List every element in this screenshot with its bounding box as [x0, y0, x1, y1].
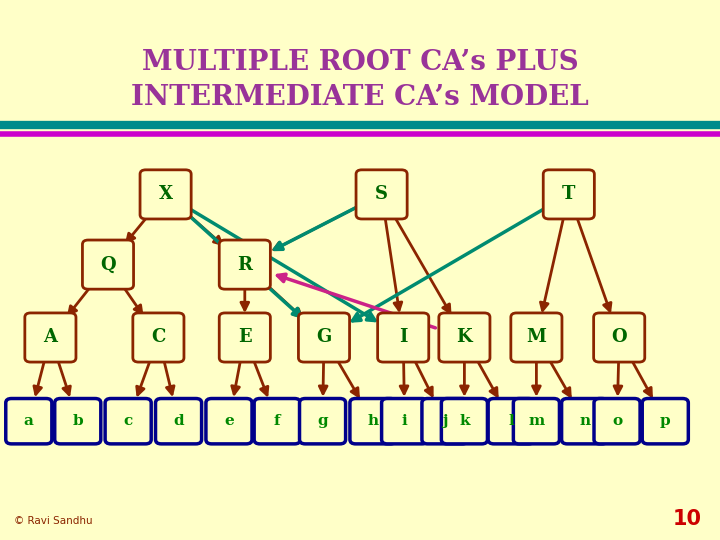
Text: 10: 10: [673, 509, 702, 529]
Text: E: E: [238, 328, 251, 347]
FancyBboxPatch shape: [220, 313, 271, 362]
Text: O: O: [611, 328, 627, 347]
FancyBboxPatch shape: [25, 313, 76, 362]
FancyBboxPatch shape: [378, 313, 429, 362]
FancyBboxPatch shape: [6, 399, 52, 444]
FancyBboxPatch shape: [55, 399, 101, 444]
FancyBboxPatch shape: [544, 170, 595, 219]
FancyBboxPatch shape: [156, 399, 202, 444]
FancyBboxPatch shape: [594, 399, 640, 444]
FancyBboxPatch shape: [439, 313, 490, 362]
Text: m: m: [528, 414, 544, 428]
Text: l: l: [508, 414, 514, 428]
FancyBboxPatch shape: [133, 313, 184, 362]
Text: e: e: [224, 414, 234, 428]
Text: p: p: [660, 414, 670, 428]
Text: R: R: [238, 255, 252, 274]
FancyBboxPatch shape: [206, 399, 252, 444]
Text: INTERMEDIATE CA’s MODEL: INTERMEDIATE CA’s MODEL: [131, 84, 589, 111]
Text: C: C: [151, 328, 166, 347]
Text: K: K: [456, 328, 472, 347]
Text: c: c: [124, 414, 132, 428]
Text: Q: Q: [100, 255, 116, 274]
Text: I: I: [399, 328, 408, 347]
Text: k: k: [459, 414, 469, 428]
FancyBboxPatch shape: [441, 399, 487, 444]
FancyBboxPatch shape: [488, 399, 534, 444]
FancyBboxPatch shape: [105, 399, 151, 444]
FancyBboxPatch shape: [350, 399, 396, 444]
Text: d: d: [174, 414, 184, 428]
Text: T: T: [562, 185, 575, 204]
Text: g: g: [318, 414, 328, 428]
Text: S: S: [375, 185, 388, 204]
FancyBboxPatch shape: [299, 313, 350, 362]
Text: X: X: [158, 185, 173, 204]
FancyBboxPatch shape: [422, 399, 468, 444]
Text: h: h: [367, 414, 379, 428]
Text: b: b: [73, 414, 83, 428]
FancyBboxPatch shape: [511, 313, 562, 362]
FancyBboxPatch shape: [140, 170, 192, 219]
Text: o: o: [612, 414, 622, 428]
FancyBboxPatch shape: [82, 240, 134, 289]
Text: MULTIPLE ROOT CA’s PLUS: MULTIPLE ROOT CA’s PLUS: [142, 49, 578, 76]
Text: i: i: [402, 414, 408, 428]
Text: n: n: [579, 414, 590, 428]
Text: G: G: [316, 328, 332, 347]
Text: A: A: [43, 328, 58, 347]
Text: f: f: [274, 414, 281, 428]
FancyBboxPatch shape: [356, 170, 408, 219]
Text: a: a: [24, 414, 34, 428]
FancyBboxPatch shape: [593, 313, 645, 362]
FancyBboxPatch shape: [220, 240, 271, 289]
FancyBboxPatch shape: [382, 399, 428, 444]
Text: j: j: [442, 414, 448, 428]
Text: M: M: [526, 328, 546, 347]
Text: © Ravi Sandhu: © Ravi Sandhu: [14, 516, 93, 526]
FancyBboxPatch shape: [642, 399, 688, 444]
FancyBboxPatch shape: [300, 399, 346, 444]
FancyBboxPatch shape: [562, 399, 608, 444]
FancyBboxPatch shape: [254, 399, 300, 444]
FancyBboxPatch shape: [513, 399, 559, 444]
